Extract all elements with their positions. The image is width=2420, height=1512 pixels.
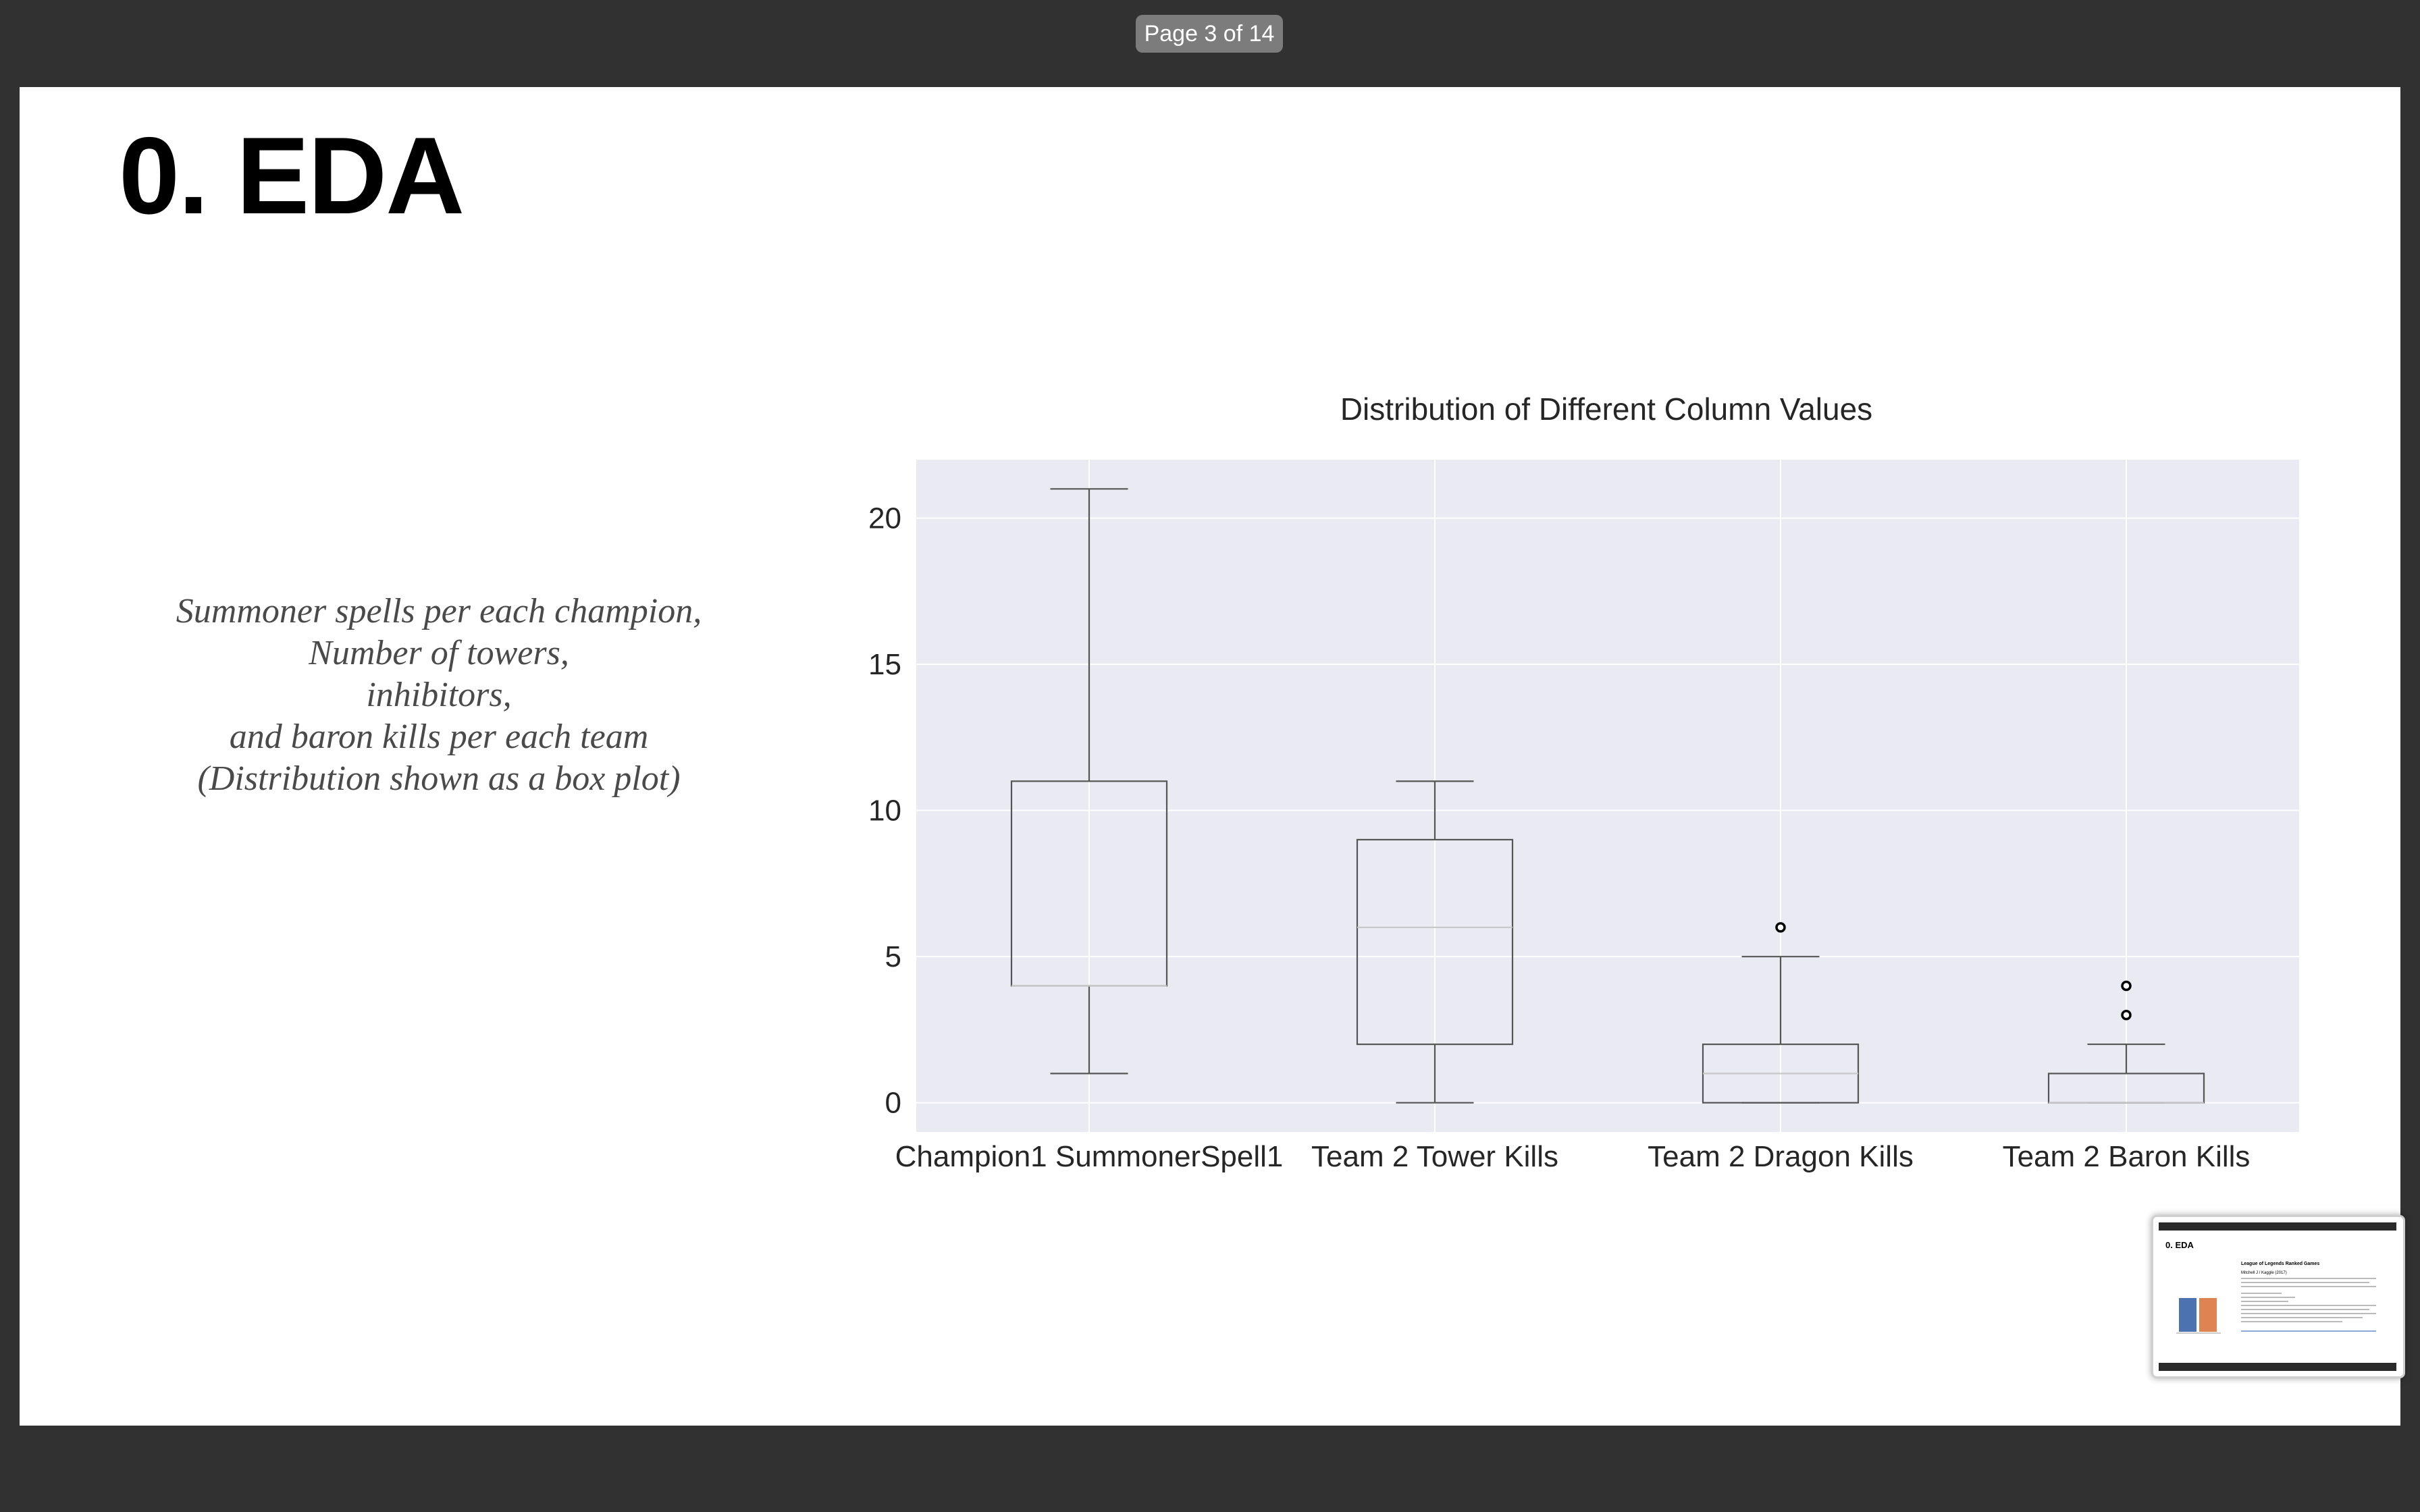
y-tick-label: 0 [885, 1087, 901, 1120]
box-body [1356, 838, 1514, 1046]
y-tick-label: 10 [868, 794, 901, 828]
x-tick-label: Team 2 Baron Kills [2003, 1140, 2251, 1173]
box-outlier [1775, 922, 1786, 933]
thumbnail-heading: League of Legends Ranked Games [2241, 1262, 2320, 1266]
thumbnail-subtitle: Mitchell J / Kaggle (2017) [2241, 1271, 2287, 1275]
thumbnail-graphics [2176, 1278, 2376, 1334]
y-tick-label: 15 [868, 648, 901, 681]
y-tick-label: 5 [885, 940, 901, 973]
thumbnail-title: 0. EDA [2165, 1240, 2194, 1250]
page-indicator: Page 3 of 14 [1136, 15, 1283, 53]
caption-line: and baron kills per each team [229, 718, 649, 756]
slide-caption: Summoner spells per each champion, Numbe… [122, 591, 756, 800]
plot-area [916, 460, 2299, 1132]
box-outlier [2121, 1010, 2132, 1021]
caption-line: Summoner spells per each champion, [176, 592, 702, 630]
caption-line: (Distribution shown as a box plot) [197, 759, 681, 798]
box-outlier [2121, 980, 2132, 992]
thumbnail-frame: 0. EDA League of Legends Ranked Games Mi… [2159, 1222, 2396, 1371]
x-tick-label: Team 2 Tower Kills [1311, 1140, 1558, 1173]
slide-thumbnail[interactable]: 0. EDA League of Legends Ranked Games Mi… [2151, 1215, 2405, 1378]
x-tick-label: Team 2 Dragon Kills [1648, 1140, 1914, 1173]
caption-line: inhibitors, [366, 676, 512, 714]
slide-title: 0. EDA [119, 115, 465, 237]
y-tick-label: 20 [868, 502, 901, 535]
chart-title: Distribution of Different Column Values [1340, 392, 1872, 427]
caption-line: Number of towers, [309, 634, 569, 672]
thumbnail-slide: 0. EDA League of Legends Ranked Games Mi… [2159, 1231, 2396, 1363]
x-tick-label: Champion1 SummonerSpell1 [895, 1140, 1284, 1173]
